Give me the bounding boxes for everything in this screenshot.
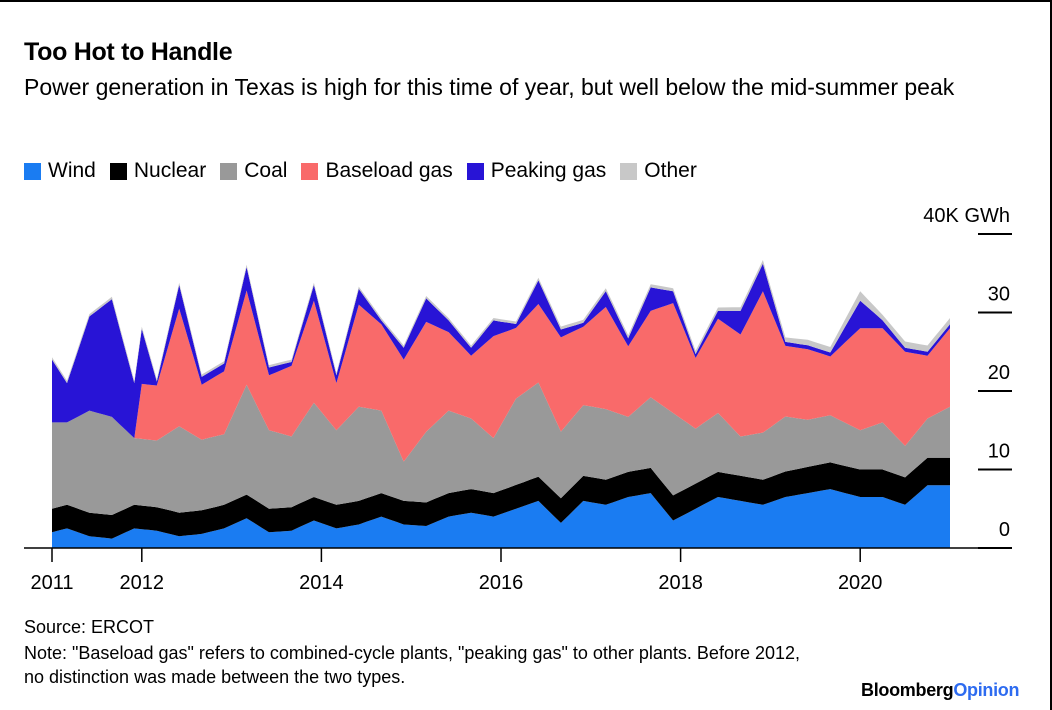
y-tick-label: 40K GWh <box>923 205 1010 227</box>
x-tick-label: 2011 <box>30 572 73 594</box>
legend-swatch <box>220 162 238 180</box>
legend-label: Baseload gas <box>325 159 453 182</box>
legend-label: Coal <box>244 159 288 182</box>
legend-item-coal: Coal <box>220 159 287 183</box>
chart-legend: Wind Nuclear Coal Baseload gas Peaking gas Ot… <box>24 159 711 183</box>
x-tick-label: 2018 <box>658 572 703 594</box>
series-area-other <box>52 260 950 384</box>
legend-swatch <box>466 162 484 180</box>
legend-item-wind: Wind <box>24 159 96 183</box>
brand-logo: BloombergOpinion <box>861 680 1020 701</box>
legend-item-baseload-gas: Baseload gas <box>301 159 453 183</box>
legend-item-peaking-gas: Peaking gas <box>466 159 607 183</box>
y-tick-label: 20 <box>988 362 1010 384</box>
brand-logo-part1: Bloomberg <box>861 680 954 700</box>
legend-swatch <box>24 162 41 180</box>
series-area-coal <box>52 382 950 515</box>
legend-label: Other <box>644 159 697 182</box>
series-area-nuclear <box>52 457 950 539</box>
legend-item-nuclear: Nuclear <box>109 159 207 183</box>
y-tick-label: 10 <box>988 441 1010 463</box>
y-tick-label: 30 <box>988 284 1010 306</box>
chart-subtitle: Power generation in Texas is high for th… <box>24 74 955 100</box>
footnote: Note: "Baseload gas" refers to combined-… <box>24 643 801 687</box>
legend-swatch <box>620 162 638 180</box>
legend-swatch <box>109 162 127 180</box>
legend-swatch <box>301 162 319 180</box>
x-tick-label: 2016 <box>479 572 524 594</box>
source-note: Source: ERCOT <box>24 617 155 637</box>
legend-label: Peaking gas <box>490 159 607 182</box>
legend-item-other: Other <box>620 159 697 183</box>
brand-logo-part2: Opinion <box>953 680 1020 700</box>
legend-label: Wind <box>48 159 96 182</box>
series-area-baseload-gas <box>52 290 950 462</box>
x-tick-label: 2020 <box>838 572 883 594</box>
chart-title: Too Hot to Handle <box>24 38 233 66</box>
legend-label: Nuclear <box>133 159 207 182</box>
x-tick-label: 2012 <box>120 572 165 594</box>
y-tick-label: 0 <box>999 519 1010 541</box>
series-area-wind <box>52 485 950 548</box>
x-tick-label: 2014 <box>299 572 344 594</box>
